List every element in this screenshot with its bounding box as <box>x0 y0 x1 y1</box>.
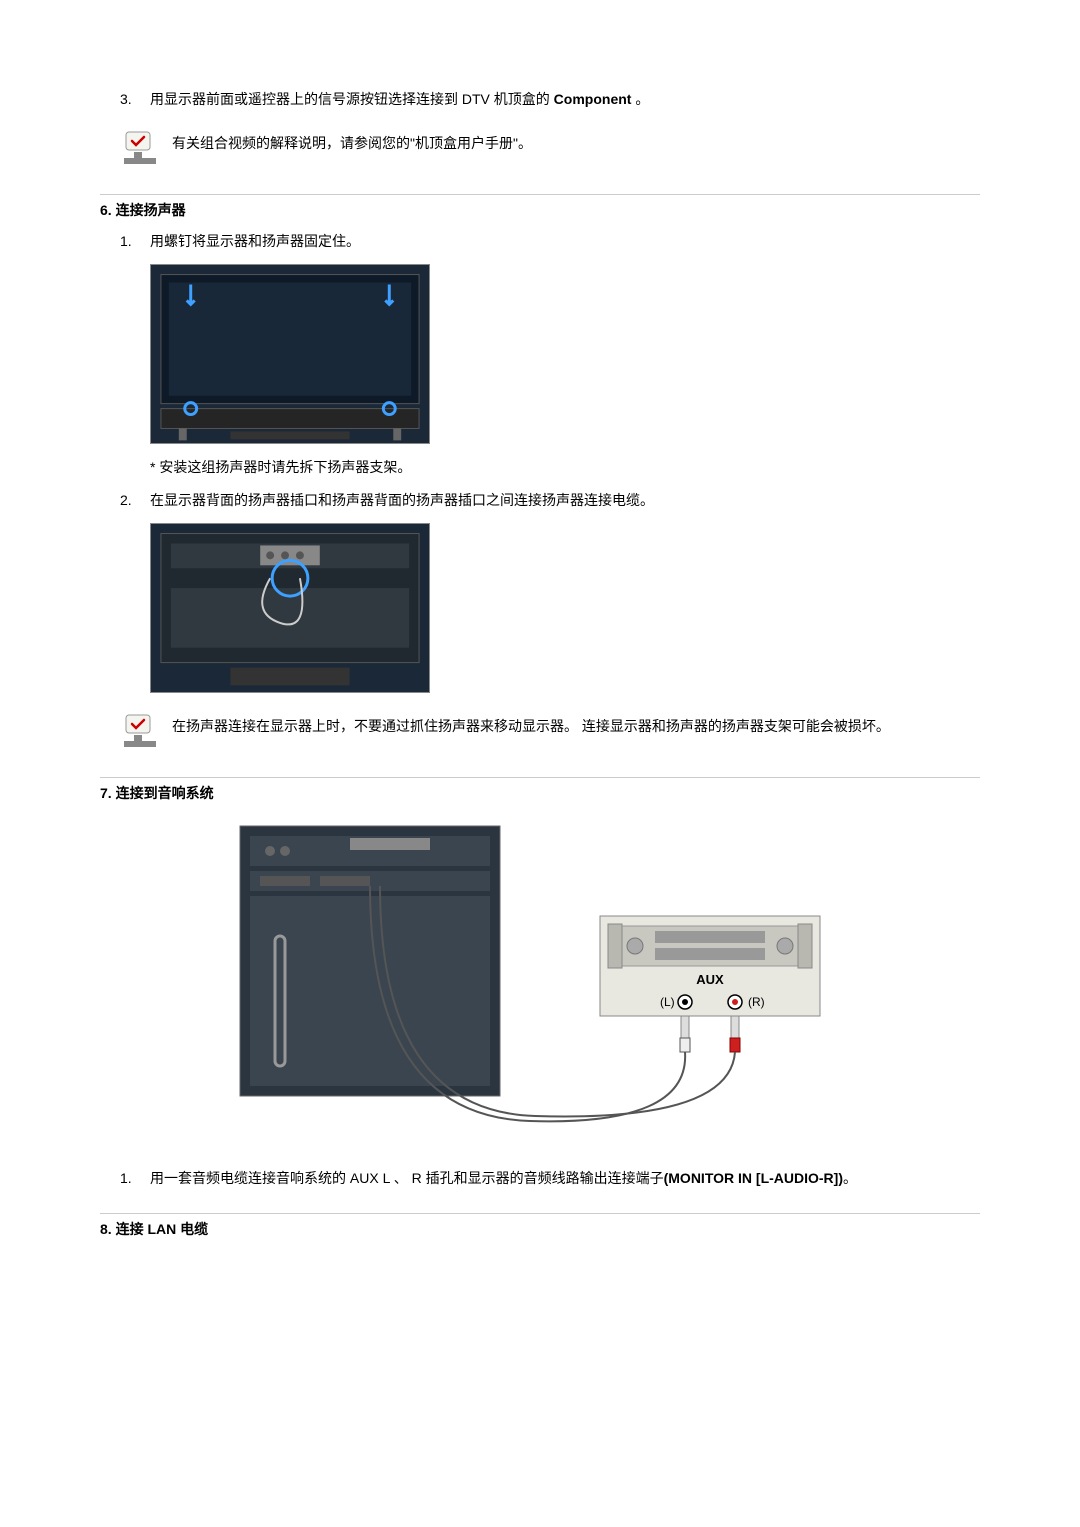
step-number: 1. <box>120 230 150 252</box>
note-text: 在扬声器连接在显示器上时，不要通过抓住扬声器来移动显示器。 连接显示器和扬声器的… <box>172 713 980 737</box>
section-6-step-2: 2. 在显示器背面的扬声器插口和扬声器背面的扬声器插口之间连接扬声器连接电缆。 <box>120 489 980 511</box>
section-6-heading: 6. 连接扬声器 <box>100 194 980 221</box>
note-2: 在扬声器连接在显示器上时，不要通过抓住扬声器来移动显示器。 连接显示器和扬声器的… <box>120 713 980 753</box>
step-number: 2. <box>120 489 150 511</box>
step-number: 3. <box>120 88 150 110</box>
section-7-heading: 7. 连接到音响系统 <box>100 777 980 804</box>
svg-text:(L): (L) <box>660 995 675 1009</box>
step-text: 用螺钉将显示器和扬声器固定住。 <box>150 230 980 252</box>
step-3: 3. 用显示器前面或遥控器上的信号源按钮选择连接到 DTV 机顶盒的 Compo… <box>120 88 980 110</box>
step-text: 用一套音频电缆连接音响系统的 AUX L 、 R 插孔和显示器的音频线路输出连接… <box>150 1167 980 1189</box>
section-6-sub-note: * 安装这组扬声器时请先拆下扬声器支架。 <box>150 456 980 478</box>
svg-text:(R): (R) <box>748 995 765 1009</box>
note-icon <box>120 130 160 170</box>
note-text: 有关组合视频的解释说明，请参阅您的"机顶盒用户手册"。 <box>172 130 980 154</box>
step-text: 用显示器前面或遥控器上的信号源按钮选择连接到 DTV 机顶盒的 Componen… <box>150 88 980 110</box>
note-1: 有关组合视频的解释说明，请参阅您的"机顶盒用户手册"。 <box>120 130 980 170</box>
figure-speaker-mount <box>150 264 430 444</box>
step-number: 1. <box>120 1167 150 1189</box>
section-6-step-1: 1. 用螺钉将显示器和扬声器固定住。 <box>120 230 980 252</box>
svg-text:AUX: AUX <box>696 972 724 987</box>
figure-audio-system: AUX (L) (R) <box>230 816 850 1142</box>
section-7-step-1: 1. 用一套音频电缆连接音响系统的 AUX L 、 R 插孔和显示器的音频线路输… <box>120 1167 980 1189</box>
step-text: 在显示器背面的扬声器插口和扬声器背面的扬声器插口之间连接扬声器连接电缆。 <box>150 489 980 511</box>
note-icon <box>120 713 160 753</box>
figure-speaker-cable <box>150 523 430 693</box>
section-8-heading: 8. 连接 LAN 电缆 <box>100 1213 980 1240</box>
